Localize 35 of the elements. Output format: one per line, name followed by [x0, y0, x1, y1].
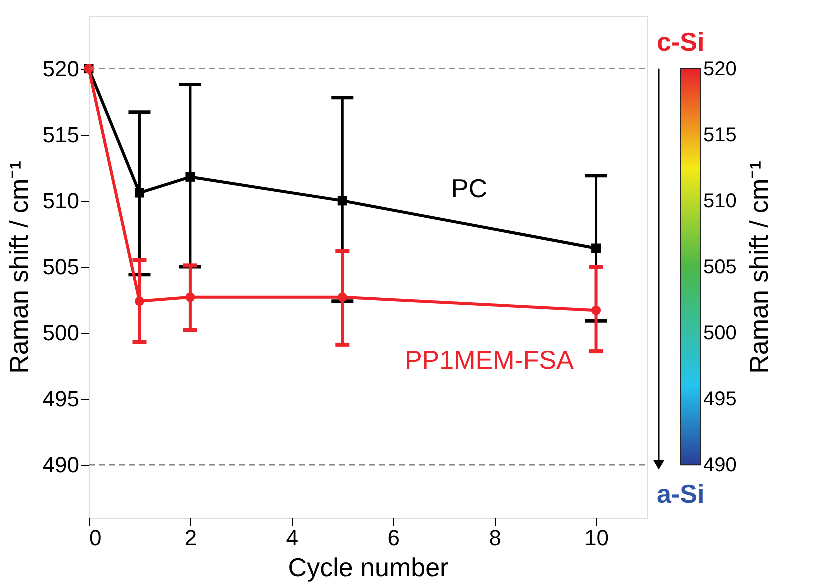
series-label: PP1MEM-FSA	[404, 344, 575, 375]
y-tick-label: 490	[42, 452, 80, 478]
point	[134, 296, 144, 306]
color-bar-label: 495	[704, 388, 737, 411]
y-tick-label: 495	[42, 386, 80, 412]
x-tick-label: 2	[184, 526, 198, 550]
point	[592, 306, 602, 316]
text: c-Si	[657, 26, 705, 57]
x-tick-label: 4	[286, 526, 299, 550]
y-tick-label: 520	[42, 56, 80, 82]
color-bar-label: 490	[704, 454, 737, 477]
y-tick-label: 505	[42, 254, 80, 280]
text: a-Si	[657, 479, 705, 510]
color-bar-label: 510	[704, 190, 737, 212]
color-bar-label: 515	[704, 124, 737, 146]
point	[186, 292, 196, 302]
point	[186, 172, 196, 182]
x-axis-title: Cycle number	[288, 552, 450, 582]
y-tick-label: 510	[42, 188, 80, 214]
point	[592, 244, 602, 254]
series-label: PC	[451, 174, 488, 204]
color-bar-label: 505	[704, 256, 737, 278]
x-tick-label: 8	[489, 526, 502, 550]
x-tick-label: 10	[584, 526, 610, 550]
point	[134, 188, 144, 198]
color-bar-label: 520	[704, 58, 737, 80]
y-tick-label: 515	[42, 122, 80, 148]
point	[338, 196, 348, 206]
x-tick-label: 6	[388, 526, 400, 550]
y-tick-label: 500	[42, 320, 80, 346]
color-bar-label: 500	[704, 322, 737, 345]
point	[338, 292, 348, 302]
x-tick-label: 0	[90, 526, 102, 550]
color-bar-title: Raman shift / cm⁻¹	[744, 160, 774, 374]
y-axis-title: Raman shift / cm⁻¹	[4, 160, 34, 374]
